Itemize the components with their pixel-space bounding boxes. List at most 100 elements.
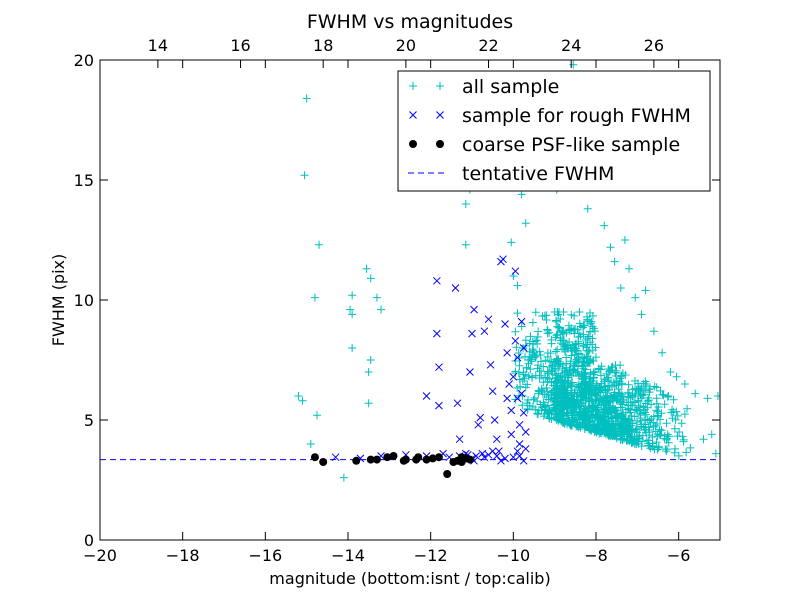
scatter-point bbox=[537, 386, 546, 395]
scatter-point bbox=[543, 369, 552, 378]
scatter-point bbox=[678, 432, 687, 441]
scatter-point bbox=[666, 368, 675, 376]
x-tick-label: −10 bbox=[496, 546, 530, 565]
legend-marker-1-b bbox=[436, 111, 444, 119]
scatter-point bbox=[619, 428, 628, 437]
x-tick-label: −8 bbox=[584, 546, 608, 565]
scatter-point bbox=[576, 408, 585, 417]
scatter-point bbox=[606, 431, 615, 440]
scatter-point bbox=[348, 310, 357, 319]
scatter-point bbox=[557, 327, 566, 336]
scatter-point bbox=[543, 326, 552, 335]
scatter-point bbox=[606, 398, 615, 407]
scatter-point bbox=[680, 410, 689, 419]
scatter-point bbox=[582, 353, 591, 362]
scatter-point bbox=[377, 305, 386, 314]
scatter-point bbox=[528, 373, 537, 382]
scatter-point bbox=[611, 394, 620, 403]
scatter-point bbox=[579, 414, 588, 423]
scatter-point bbox=[660, 400, 669, 409]
scatter-point bbox=[585, 377, 594, 386]
x-tick-label: −18 bbox=[166, 546, 200, 565]
scatter-point bbox=[647, 400, 656, 409]
scatter-point bbox=[518, 401, 527, 410]
scatter-point bbox=[457, 458, 466, 466]
scatter-point bbox=[663, 392, 672, 401]
scatter-point bbox=[515, 375, 524, 384]
scatter-point bbox=[515, 420, 524, 429]
scatter-point bbox=[528, 318, 537, 327]
scatter-point bbox=[488, 447, 497, 456]
scatter-point bbox=[550, 403, 559, 412]
scatter-point bbox=[435, 401, 443, 410]
scatter-point bbox=[551, 347, 560, 356]
scatter-point bbox=[548, 361, 557, 370]
scatter-point bbox=[597, 379, 606, 388]
scatter-point bbox=[565, 398, 574, 407]
scatter-point bbox=[617, 390, 626, 399]
scatter-point bbox=[310, 293, 319, 302]
scatter-point bbox=[653, 407, 662, 416]
scatter-point bbox=[707, 430, 716, 439]
scatter-point bbox=[587, 317, 596, 326]
scatter-point bbox=[480, 453, 489, 462]
scatter-point bbox=[616, 374, 625, 383]
scatter-point bbox=[570, 361, 579, 370]
scatter-point bbox=[624, 393, 633, 402]
scatter-point bbox=[656, 415, 665, 424]
scatter-point bbox=[486, 360, 495, 369]
scatter-point bbox=[609, 378, 618, 387]
scatter-point bbox=[501, 320, 509, 328]
scatter-point bbox=[624, 414, 633, 423]
scatter-point bbox=[566, 357, 575, 366]
scatter-point bbox=[476, 413, 485, 422]
scatter-point bbox=[588, 334, 597, 343]
scatter-point bbox=[433, 276, 441, 285]
scatter-point bbox=[517, 322, 526, 331]
scatter-point bbox=[484, 315, 493, 324]
scatter-point bbox=[362, 264, 371, 273]
scatter-point bbox=[556, 339, 565, 348]
top-x-tick-label: 16 bbox=[230, 36, 250, 55]
scatter-point bbox=[583, 340, 592, 349]
scatter-point bbox=[604, 365, 613, 374]
scatter-point bbox=[558, 364, 567, 373]
scatter-point bbox=[366, 455, 375, 464]
x-tick-label: −20 bbox=[83, 546, 117, 565]
scatter-point bbox=[605, 408, 614, 417]
scatter-point bbox=[650, 445, 659, 454]
scatter-point bbox=[581, 404, 589, 413]
scatter-point bbox=[509, 372, 518, 381]
scatter-point bbox=[511, 267, 520, 276]
scatter-point bbox=[531, 371, 540, 380]
scatter-point bbox=[599, 392, 608, 401]
scatter-point bbox=[541, 356, 550, 365]
scatter-point bbox=[521, 444, 530, 453]
legend-label-rough-fwhm-sample: sample for rough FWHM bbox=[462, 105, 691, 127]
legend-label-tentative-fwhm: tentative FWHM bbox=[462, 163, 614, 185]
scatter-point bbox=[519, 370, 528, 379]
scatter-point bbox=[561, 376, 570, 385]
scatter-point bbox=[523, 404, 532, 413]
scatter-point bbox=[551, 374, 560, 383]
top-x-tick-label: 24 bbox=[561, 36, 581, 55]
scatter-point bbox=[472, 452, 480, 460]
scatter-point bbox=[507, 406, 516, 415]
scatter-point bbox=[514, 348, 523, 357]
scatter-point bbox=[453, 399, 462, 408]
scatter-point bbox=[552, 371, 561, 380]
scatter-point bbox=[534, 327, 543, 336]
scatter-point bbox=[654, 443, 663, 452]
scatter-point bbox=[610, 380, 619, 389]
scatter-point bbox=[553, 345, 562, 354]
scatter-point bbox=[553, 357, 562, 366]
scatter-point bbox=[677, 419, 686, 428]
scatter-point bbox=[642, 410, 651, 419]
scatter-point bbox=[511, 369, 520, 378]
scatter-point bbox=[443, 470, 452, 478]
scatter-point bbox=[616, 284, 625, 292]
top-x-tick-label: 20 bbox=[396, 36, 416, 55]
scatter-point bbox=[644, 396, 653, 405]
scatter-point bbox=[567, 408, 576, 417]
scatter-point bbox=[623, 427, 632, 436]
